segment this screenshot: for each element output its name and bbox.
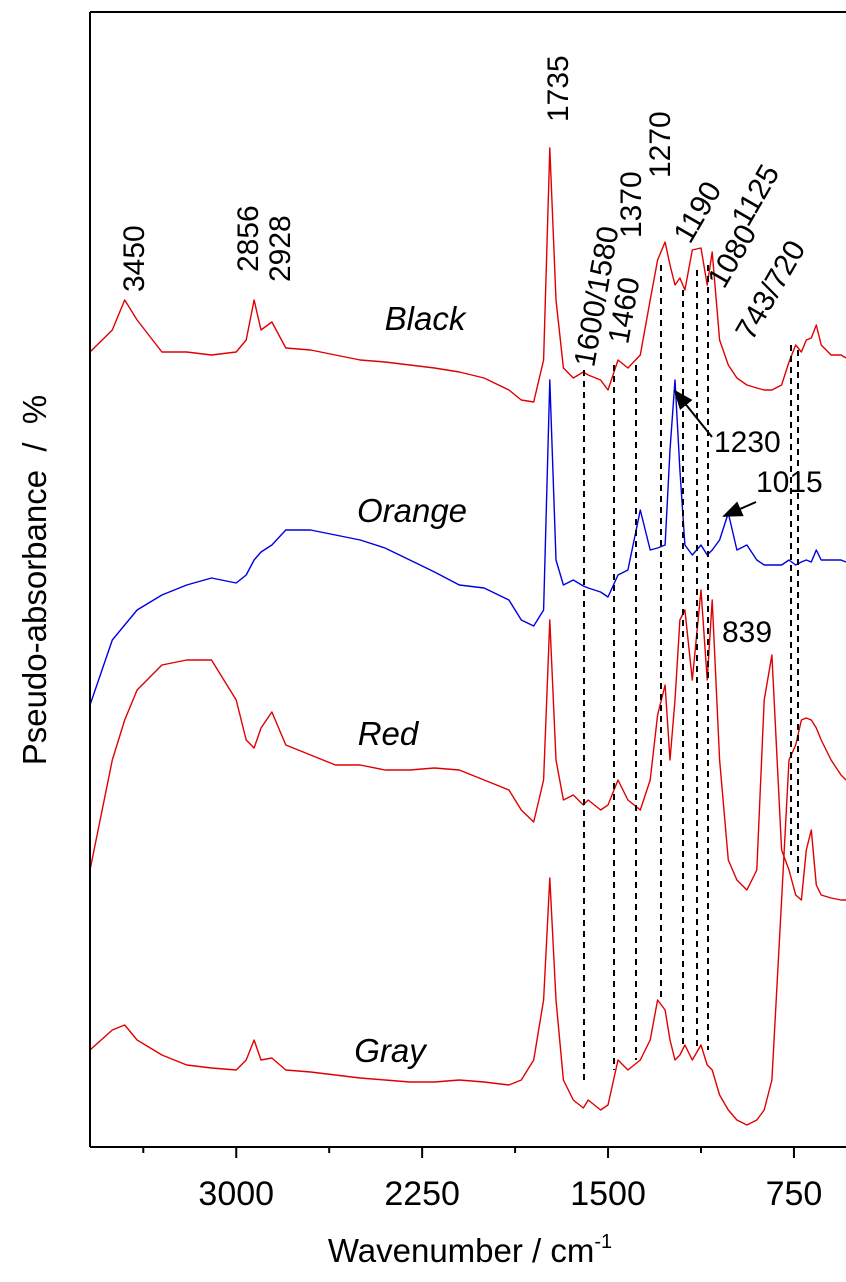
plot-area bbox=[90, 147, 846, 1126]
spectrum-line bbox=[90, 379, 846, 706]
series-labels: Black Orange Red Gray bbox=[354, 300, 467, 1069]
series-label: Black bbox=[385, 300, 467, 337]
series-label: Orange bbox=[357, 492, 467, 529]
arrow bbox=[673, 389, 713, 438]
peak-label: 2856 bbox=[232, 205, 265, 272]
spectrum-line bbox=[90, 717, 846, 1126]
x-axis-title-exponent: -1 bbox=[594, 1231, 612, 1253]
peak-label: 839 bbox=[722, 616, 772, 649]
dashed-guides bbox=[583, 265, 799, 1085]
peak-label: 1230 bbox=[714, 426, 781, 459]
x-axis-title-text: Wavenumber / cm bbox=[328, 1232, 595, 1269]
peak-label: 1080 bbox=[701, 219, 763, 293]
peak-label: 1190 bbox=[667, 176, 728, 248]
annotations: 3450 2856 2928 1735 1600/1580 1460 1370 … bbox=[118, 55, 823, 649]
x-tick-label: 2250 bbox=[384, 1175, 460, 1213]
arrow bbox=[722, 501, 757, 517]
series-label: Gray bbox=[354, 1032, 428, 1069]
spectrum-line bbox=[90, 589, 846, 901]
series-label: Red bbox=[358, 715, 420, 752]
x-axis-title: Wavenumber / cm-1 bbox=[328, 1231, 612, 1269]
peak-label: 1735 bbox=[542, 55, 575, 122]
x-tick-label: 1500 bbox=[570, 1175, 646, 1213]
spectrum-line bbox=[90, 147, 846, 403]
peak-label: 1270 bbox=[644, 111, 677, 178]
peak-label: 3450 bbox=[118, 225, 151, 292]
x-tick-label: 3000 bbox=[198, 1175, 274, 1213]
x-tick-label: 750 bbox=[766, 1175, 823, 1213]
peak-label: 2928 bbox=[264, 215, 297, 282]
peak-label: 1015 bbox=[756, 466, 823, 499]
y-axis-title: Pseudo-absorbance / % bbox=[16, 395, 53, 766]
peak-label: 1370 bbox=[615, 171, 648, 238]
